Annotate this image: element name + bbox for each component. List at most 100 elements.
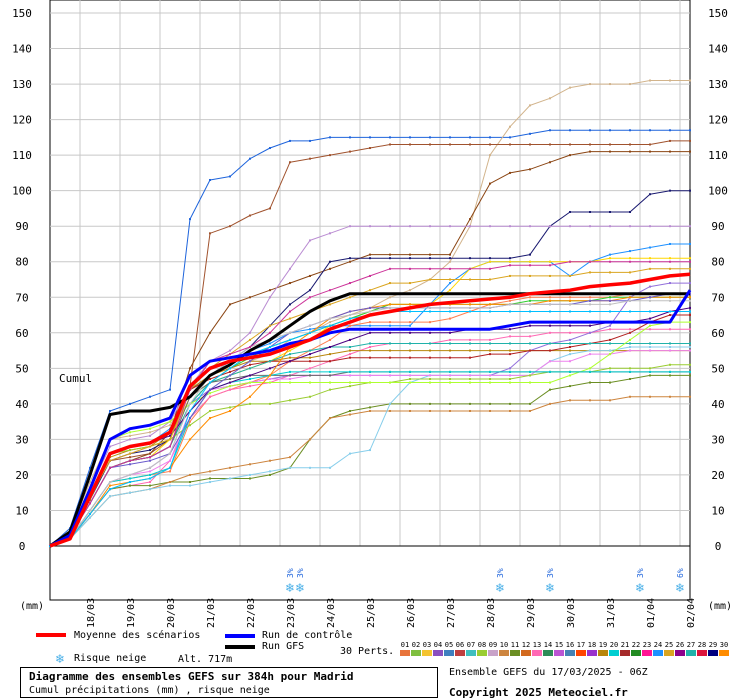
series-point [569, 303, 571, 306]
snow-percent: 3% [286, 568, 295, 578]
y-tick-label-left: 100 [12, 185, 32, 198]
series-point [569, 338, 571, 341]
series-point [309, 374, 311, 377]
series-point [689, 342, 691, 345]
series-point [489, 381, 491, 384]
series-point [209, 331, 211, 334]
series-point [489, 257, 491, 260]
y-tick-label-right: 150 [708, 7, 728, 20]
series-point [609, 310, 611, 313]
series-point [409, 253, 411, 256]
series-point [589, 150, 591, 153]
series-point [509, 335, 511, 338]
pert-number: 20 [610, 641, 618, 649]
series-point [329, 466, 331, 469]
y-axis-right: 0 10 20 30 40 50 60 70 80 90 100 110 120 130 140 150 (mm… [708, 7, 732, 612]
series-point [689, 225, 691, 228]
series-point [169, 452, 171, 455]
series-point [449, 342, 451, 345]
series-point [629, 346, 631, 349]
series-point [609, 399, 611, 402]
series-point [109, 466, 111, 469]
series-point [649, 367, 651, 370]
legend-control-swatch [225, 634, 255, 638]
series-point [589, 296, 591, 299]
series-point [649, 129, 651, 132]
series-point [209, 395, 211, 398]
series-point [449, 306, 451, 309]
series-point [129, 456, 131, 459]
series-point [389, 267, 391, 270]
y-tick-label-left: 30 [15, 433, 28, 446]
series-point [449, 267, 451, 270]
series-point [689, 282, 691, 285]
series-point [269, 289, 271, 292]
series-point [609, 260, 611, 263]
series-point [569, 260, 571, 263]
series-point [449, 381, 451, 384]
series-point [289, 317, 291, 320]
series-point [129, 484, 131, 487]
series-point [409, 303, 411, 306]
snow-marker: 6% ❄ [675, 568, 685, 595]
pert-number: 02 [412, 641, 420, 649]
series-point [369, 409, 371, 412]
series-point [229, 381, 231, 384]
series-point [449, 402, 451, 405]
series-point [609, 83, 611, 86]
series-point [449, 260, 451, 263]
series-point [229, 406, 231, 409]
series-point [609, 150, 611, 153]
series-point [669, 225, 671, 228]
series-point [249, 374, 251, 377]
series-point [609, 257, 611, 260]
series-point [629, 310, 631, 313]
series-point [569, 296, 571, 299]
series-point [669, 395, 671, 398]
series-point [449, 409, 451, 412]
series-gfs [49, 292, 690, 548]
series-point [329, 353, 331, 356]
series-point [429, 370, 431, 373]
series-point [369, 370, 371, 373]
series-point [549, 296, 551, 299]
y-tick-label-left: 50 [15, 362, 28, 375]
series-point [649, 143, 651, 146]
series-point [289, 381, 291, 384]
series-point [309, 367, 311, 370]
series-point [549, 97, 551, 100]
series-point [309, 239, 311, 242]
series-point [429, 253, 431, 256]
series-point [449, 338, 451, 341]
series-point [189, 409, 191, 412]
series-point [449, 136, 451, 139]
series-point [249, 385, 251, 388]
series-point [689, 299, 691, 302]
pert-swatch [554, 650, 564, 656]
series-point [369, 225, 371, 228]
series-point [489, 349, 491, 352]
series-point [529, 349, 531, 352]
series-point [629, 338, 631, 341]
series-point [189, 484, 191, 487]
series-point [229, 303, 231, 306]
series-point [689, 296, 691, 299]
series-point [609, 381, 611, 384]
series-point [249, 296, 251, 299]
series-point [349, 452, 351, 455]
series-point [469, 267, 471, 270]
series-point [589, 143, 591, 146]
series-point [389, 296, 391, 299]
series-point [649, 395, 651, 398]
series-point [629, 250, 631, 253]
series-point [289, 353, 291, 356]
series-point [289, 349, 291, 352]
series-point [329, 267, 331, 270]
series-point [269, 331, 271, 334]
series-point [509, 171, 511, 174]
series-point [529, 253, 531, 256]
series-point [369, 346, 371, 349]
y-tick-label-right: 130 [708, 78, 728, 91]
series-point [389, 143, 391, 146]
series-point [349, 413, 351, 416]
